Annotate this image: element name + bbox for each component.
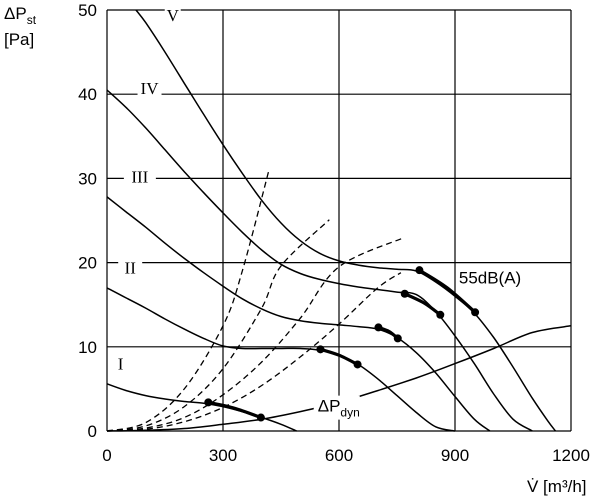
y-tick-label-3: 30 — [78, 169, 97, 188]
y-tick-label-2: 20 — [78, 254, 97, 273]
fan-curve-label-v: V — [167, 6, 180, 25]
pdyn-label-bg — [313, 395, 360, 420]
noise-curve-segment-2 — [318, 347, 360, 367]
pdyn-label-main: ΔP — [318, 397, 341, 416]
noise-curve-point-7 — [400, 289, 409, 298]
noise-curve-point-1 — [204, 398, 213, 407]
label-bg-i — [112, 354, 129, 374]
fan-curve-label-i: I — [118, 355, 124, 374]
noise-curve-point-6 — [393, 334, 402, 343]
noise-curve-point-3 — [316, 345, 325, 354]
x-tick-label-3: 900 — [441, 446, 469, 465]
label-bg-iv — [137, 79, 162, 99]
noise-curve-point-2 — [256, 413, 265, 422]
y-tick-label-0: 0 — [88, 422, 97, 441]
y-tick-label-4: 40 — [78, 85, 97, 104]
fan-curve-label-ii: II — [125, 259, 137, 278]
noise-curve-point-4 — [353, 360, 362, 369]
x-tick-label-4: 1200 — [552, 446, 590, 465]
fan-curve-iii — [106, 196, 491, 432]
fan-curve-iv — [106, 89, 533, 432]
tick-labels: 0 300 600 900 1200 0 10 20 30 40 50 — [78, 1, 590, 465]
noise-curve-point-5 — [374, 323, 383, 332]
noise-curve-point-10 — [471, 308, 480, 317]
x-tick-label-1: 300 — [209, 446, 237, 465]
y-tick-label-1: 10 — [78, 338, 97, 357]
noise-curve-point-8 — [436, 310, 445, 319]
label-bg-iii — [123, 167, 156, 187]
label-bg-ii — [118, 258, 143, 278]
fan-curve-ii — [106, 287, 456, 432]
fan-curve-label-iii: III — [131, 168, 148, 187]
grid-lines — [106, 9, 572, 432]
fan-speed-curves — [106, 9, 557, 432]
system-curve-1 — [106, 168, 271, 432]
system-curve-4 — [106, 272, 402, 432]
y-axis-title: ΔPst — [4, 4, 37, 27]
pdyn-label-sub: dyn — [340, 406, 359, 420]
noise-curve-segment-5 — [417, 268, 477, 314]
noise-curve-55dba — [204, 266, 480, 422]
noise-curve-segment-4 — [403, 292, 442, 317]
system-curve-2 — [106, 219, 330, 432]
x-tick-label-0: 0 — [102, 446, 111, 465]
fan-curve-i — [106, 383, 297, 432]
x-axis-title: V̇ [m³/h] — [527, 477, 587, 496]
noise-curve-label: 55dB(A) — [459, 269, 521, 288]
system-curves — [106, 168, 405, 432]
y-tick-label-5: 50 — [78, 1, 97, 20]
x-tick-label-2: 600 — [325, 446, 353, 465]
fan-curve-label-iv: IV — [141, 79, 160, 98]
noise-curve-segment-1 — [206, 400, 263, 420]
y-axis-unit: [Pa] — [4, 30, 34, 49]
y-axis-title-sub: st — [27, 13, 37, 27]
fan-curve-v — [135, 9, 557, 432]
pdyn-label: ΔPdyn — [318, 397, 360, 420]
y-axis-title-main: ΔP — [4, 4, 27, 23]
noise-curve-point-9 — [415, 266, 424, 275]
label-bg-v — [164, 5, 181, 25]
system-curve-3 — [106, 236, 405, 432]
